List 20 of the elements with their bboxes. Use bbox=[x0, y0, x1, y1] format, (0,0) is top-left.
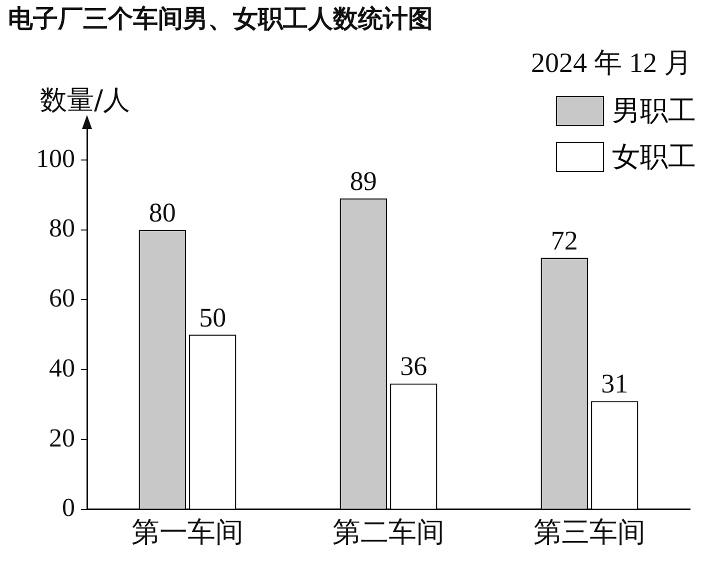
y-tick-label: 80 bbox=[49, 214, 75, 243]
y-tick-label: 0 bbox=[62, 493, 75, 522]
x-tick-label: 第三车间 bbox=[534, 515, 646, 548]
chart-subtitle: 2024 年 12 月 bbox=[531, 47, 692, 81]
data-label: 31 bbox=[601, 368, 628, 399]
data-label: 72 bbox=[550, 225, 578, 256]
data-label: 36 bbox=[400, 351, 428, 382]
y-tick-label: 60 bbox=[49, 284, 75, 313]
legend-label: 男职工 bbox=[612, 93, 696, 129]
y-tick-label: 100 bbox=[36, 144, 75, 173]
text: 女职工 bbox=[612, 139, 696, 175]
y-axis-title: 数量/人 bbox=[40, 84, 130, 118]
x-tick-label: 第二车间 bbox=[332, 515, 444, 548]
data-label: 89 bbox=[350, 166, 377, 196]
x-tick-label: 第一车间 bbox=[132, 515, 244, 548]
chart-title: 电子厂三个车间男、女职工人数统计图 bbox=[8, 3, 433, 35]
data-label: 80 bbox=[148, 197, 176, 228]
y-tick-label: 40 bbox=[49, 353, 75, 382]
y-tick-label: 20 bbox=[49, 423, 75, 452]
data-label: 50 bbox=[199, 302, 226, 332]
